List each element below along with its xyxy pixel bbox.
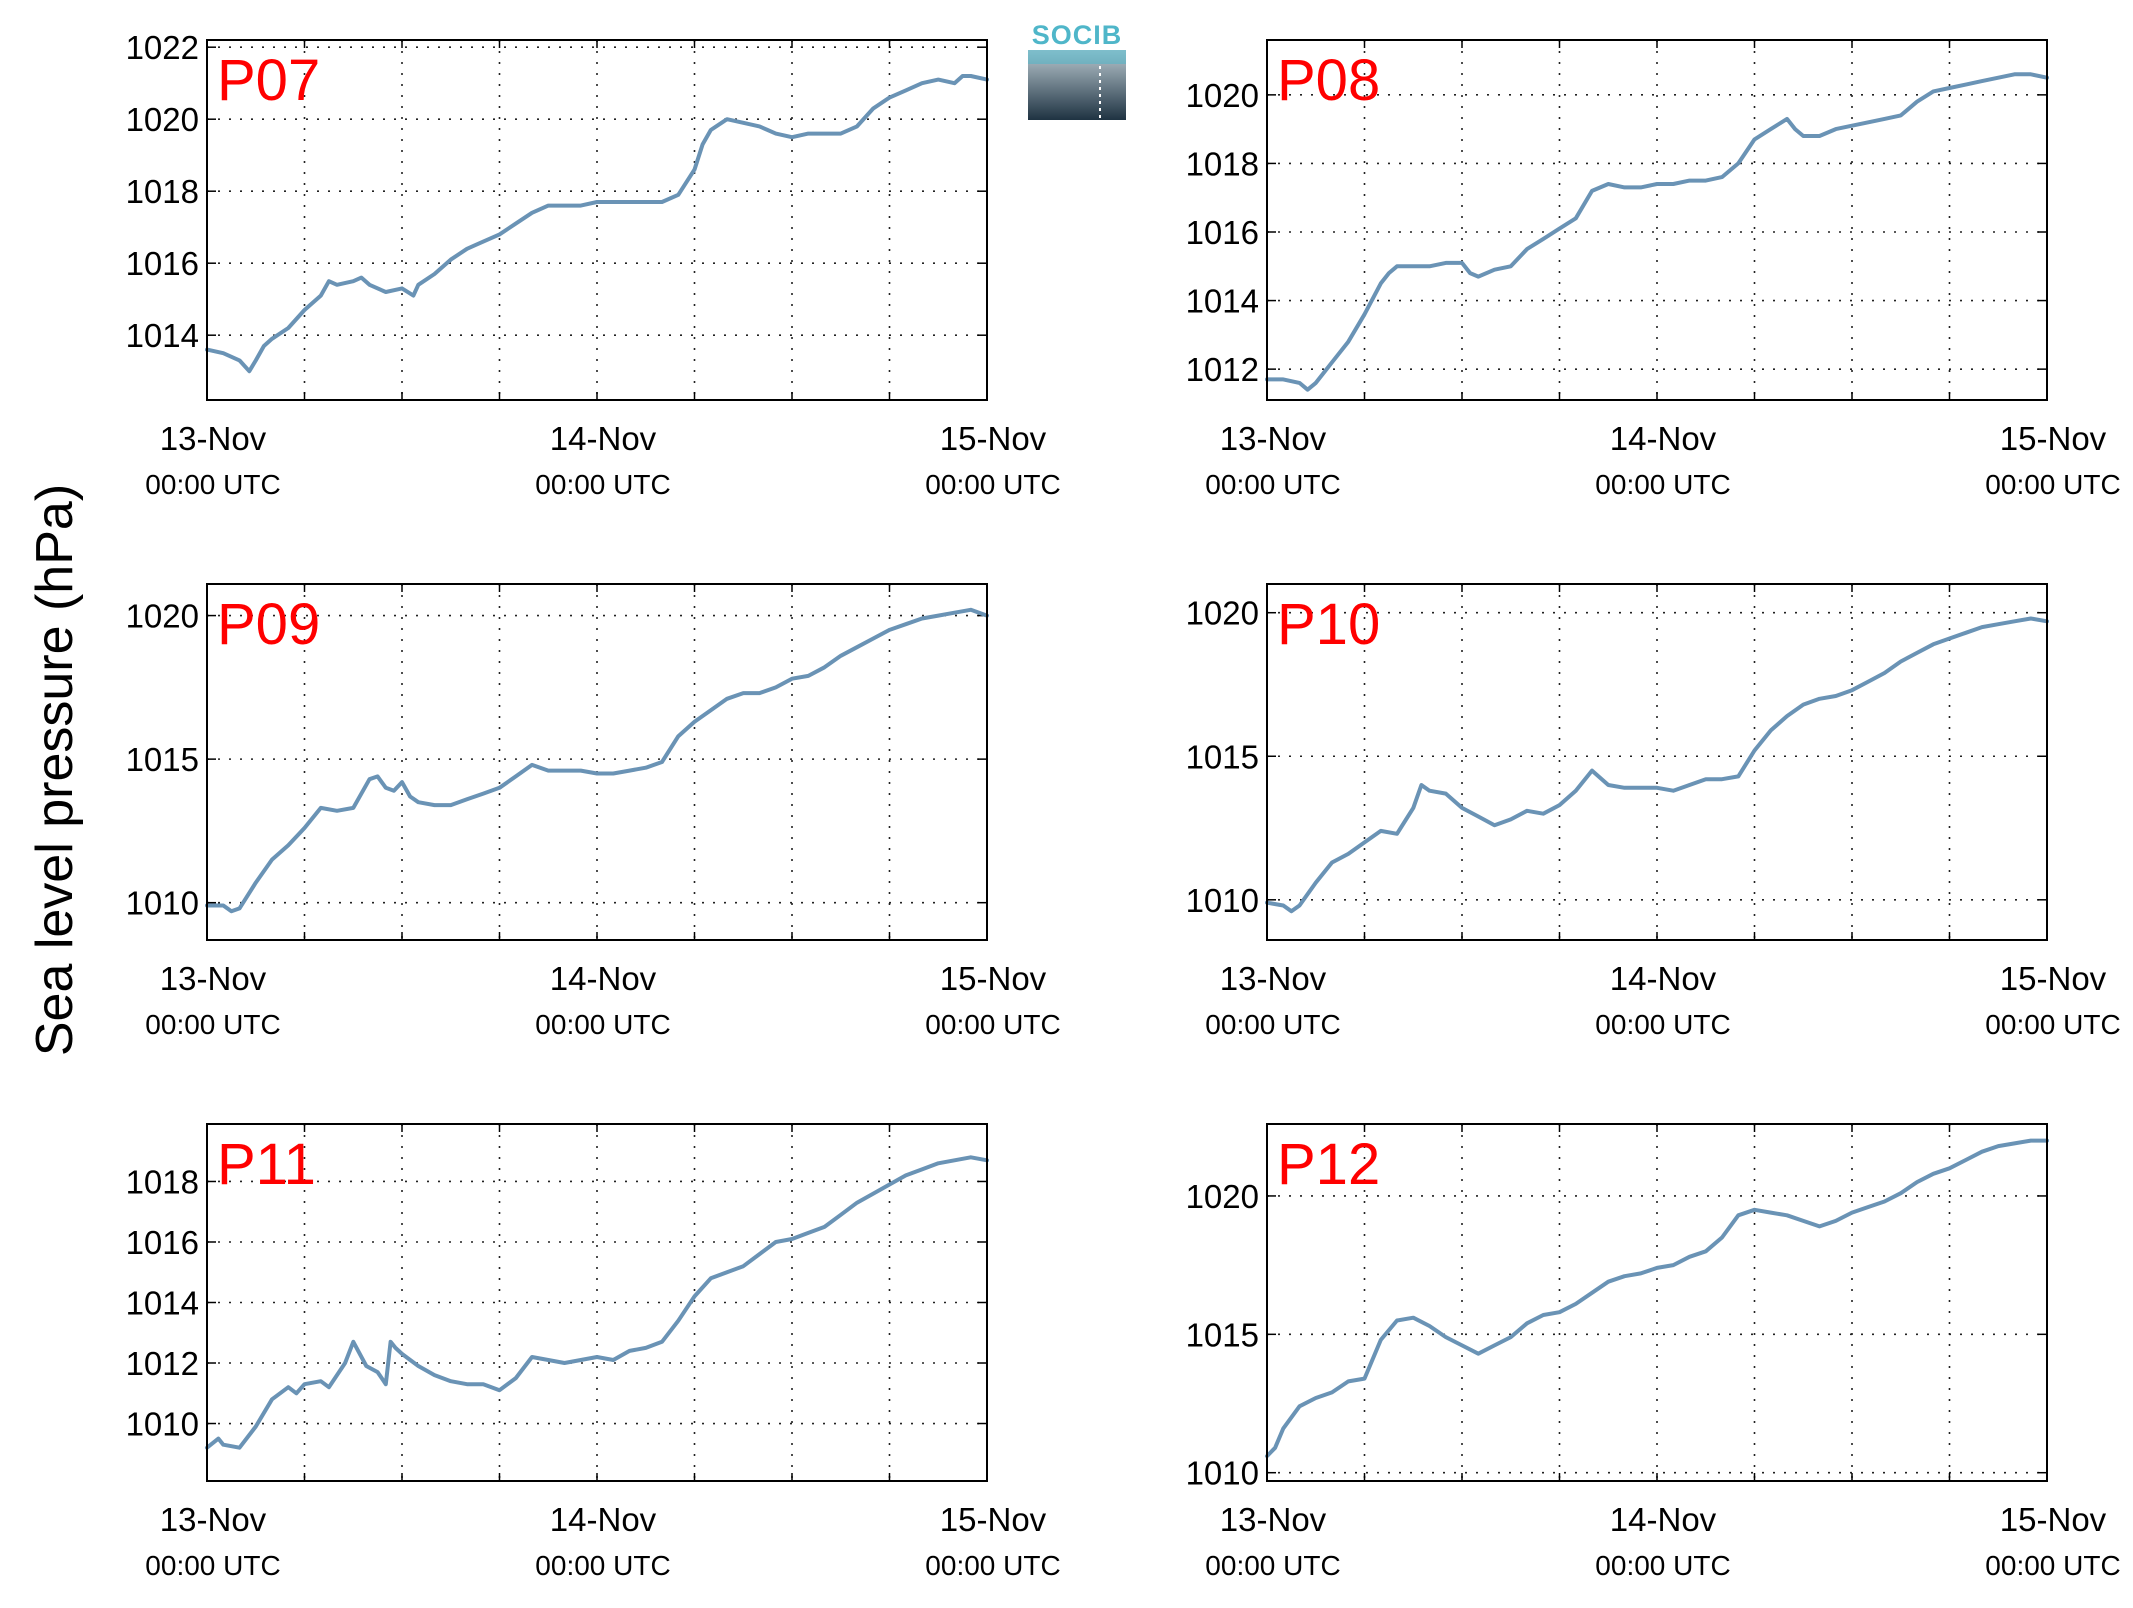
y-tick-label: 1016	[126, 245, 199, 282]
panel-label-p12: P12	[1277, 1132, 1380, 1197]
series-line-p10	[1265, 616, 2049, 914]
x-tick-label-time: 00:00 UTC	[1205, 1009, 1340, 1040]
series-line-p12	[1265, 1138, 2049, 1459]
x-tick-label-date: 15-Nov	[940, 960, 1047, 997]
y-tick-label: 1016	[126, 1224, 199, 1261]
x-tick-label-date: 14-Nov	[550, 1501, 657, 1538]
x-tick-label-time: 00:00 UTC	[535, 469, 670, 500]
y-tick-label: 1018	[1186, 145, 1259, 182]
x-tick-label-date: 14-Nov	[550, 960, 657, 997]
axes-frame	[1266, 1123, 2048, 1482]
axes-frame	[206, 1123, 988, 1482]
x-tick-label-date: 15-Nov	[2000, 1501, 2107, 1538]
y-tick-label: 1020	[126, 101, 199, 138]
x-tick-label-date: 14-Nov	[1610, 1501, 1717, 1538]
x-tick-label-time: 00:00 UTC	[535, 1550, 670, 1581]
x-tick-label-date: 15-Nov	[940, 1501, 1047, 1538]
x-tick-label-time: 00:00 UTC	[925, 1009, 1060, 1040]
x-tick-label-time: 00:00 UTC	[145, 469, 280, 500]
x-tick-label-date: 15-Nov	[2000, 960, 2107, 997]
y-tick-label: 1016	[1186, 214, 1259, 251]
x-tick-label-time: 00:00 UTC	[1595, 1009, 1730, 1040]
panel-p12: 1010 1015 1020 P12 13-Nov 00:00 UTC 14-Nov 00:0…	[1186, 1123, 2121, 1581]
y-tick-label: 1010	[126, 1406, 199, 1443]
axes-frame	[1266, 39, 2048, 401]
panel-p08: 1012 1014 1016 1018 1020 P08 13-Nov 00:00 UTC 14…	[1186, 39, 2121, 500]
x-tick-label-date: 15-Nov	[940, 420, 1047, 457]
panel-label-p07: P07	[217, 48, 320, 113]
y-tick-label: 1012	[1186, 351, 1259, 388]
x-tick-label-time: 00:00 UTC	[1205, 1550, 1340, 1581]
panel-label-p09: P09	[217, 592, 320, 657]
x-tick-label-time: 00:00 UTC	[925, 469, 1060, 500]
y-tick-label: 1010	[126, 885, 199, 922]
x-tick-label-date: 14-Nov	[550, 420, 657, 457]
x-tick-label-time: 00:00 UTC	[145, 1550, 280, 1581]
y-tick-label: 1015	[126, 741, 199, 778]
y-tick-label: 1020	[1186, 77, 1259, 114]
y-tick-label: 1020	[1186, 1178, 1259, 1215]
series-line-p08	[1265, 72, 2049, 392]
x-tick-label-time: 00:00 UTC	[145, 1009, 280, 1040]
y-tick-label: 1015	[1186, 738, 1259, 775]
y-tick-label: 1020	[1186, 595, 1259, 632]
x-tick-label-date: 14-Nov	[1610, 420, 1717, 457]
y-tick-label: 1012	[126, 1345, 199, 1382]
x-tick-label-time: 00:00 UTC	[1595, 1550, 1730, 1581]
x-tick-label-time: 00:00 UTC	[1985, 1550, 2120, 1581]
x-tick-label-date: 13-Nov	[1220, 960, 1327, 997]
panel-p11: 1010 1012 1014 1016 1018 P11 13-Nov 00:00 UTC 14…	[126, 1123, 1061, 1581]
x-tick-label-date: 13-Nov	[160, 1501, 267, 1538]
series-line-p11	[205, 1155, 989, 1450]
y-tick-label: 1014	[1186, 283, 1259, 320]
y-tick-label: 1014	[126, 317, 199, 354]
x-tick-label-date: 13-Nov	[160, 420, 267, 457]
x-tick-label-time: 00:00 UTC	[925, 1550, 1060, 1581]
panel-label-p11: P11	[217, 1132, 316, 1197]
y-tick-label: 1022	[126, 29, 199, 66]
x-tick-label-date: 13-Nov	[1220, 420, 1327, 457]
y-tick-label: 1018	[126, 173, 199, 210]
panel-p10: 1010 1015 1020 P10 13-Nov 00:00 UTC 14-Nov 00:0…	[1186, 583, 2121, 1040]
axes-frame	[206, 583, 988, 941]
x-tick-label-date: 15-Nov	[2000, 420, 2107, 457]
x-tick-label-time: 00:00 UTC	[535, 1009, 670, 1040]
y-axis-title: Sea level pressure (hPa)	[26, 484, 84, 1056]
panel-label-p08: P08	[1277, 48, 1380, 113]
x-tick-label-time: 00:00 UTC	[1595, 469, 1730, 500]
y-tick-label: 1010	[1186, 1455, 1259, 1492]
x-tick-label-date: 13-Nov	[160, 960, 267, 997]
x-tick-label-date: 14-Nov	[1610, 960, 1717, 997]
panel-p09: 1010 1015 1020 P09 13-Nov 00:00 UTC 14-Nov 00:0…	[126, 583, 1061, 1040]
logo-text: SOCIB	[1032, 20, 1123, 50]
y-tick-label: 1020	[126, 598, 199, 635]
y-tick-label: 1014	[126, 1285, 199, 1322]
x-tick-label-time: 00:00 UTC	[1985, 1009, 2120, 1040]
socib-logo: SOCIB	[1028, 20, 1126, 120]
y-tick-label: 1018	[126, 1163, 199, 1200]
y-tick-label: 1015	[1186, 1316, 1259, 1353]
axes-frame	[1266, 583, 2048, 941]
panel-label-p10: P10	[1277, 592, 1380, 657]
x-tick-label-time: 00:00 UTC	[1985, 469, 2120, 500]
axes-frame	[206, 39, 988, 401]
x-tick-label-time: 00:00 UTC	[1205, 469, 1340, 500]
series-line-p09	[205, 607, 989, 914]
series-line-p07	[205, 74, 989, 374]
x-tick-label-date: 13-Nov	[1220, 1501, 1327, 1538]
panel-p07: 1014 1016 1018 1020 1022 P07 13-Nov 00:00 UTC 14…	[126, 29, 1061, 500]
y-tick-label: 1010	[1186, 882, 1259, 919]
